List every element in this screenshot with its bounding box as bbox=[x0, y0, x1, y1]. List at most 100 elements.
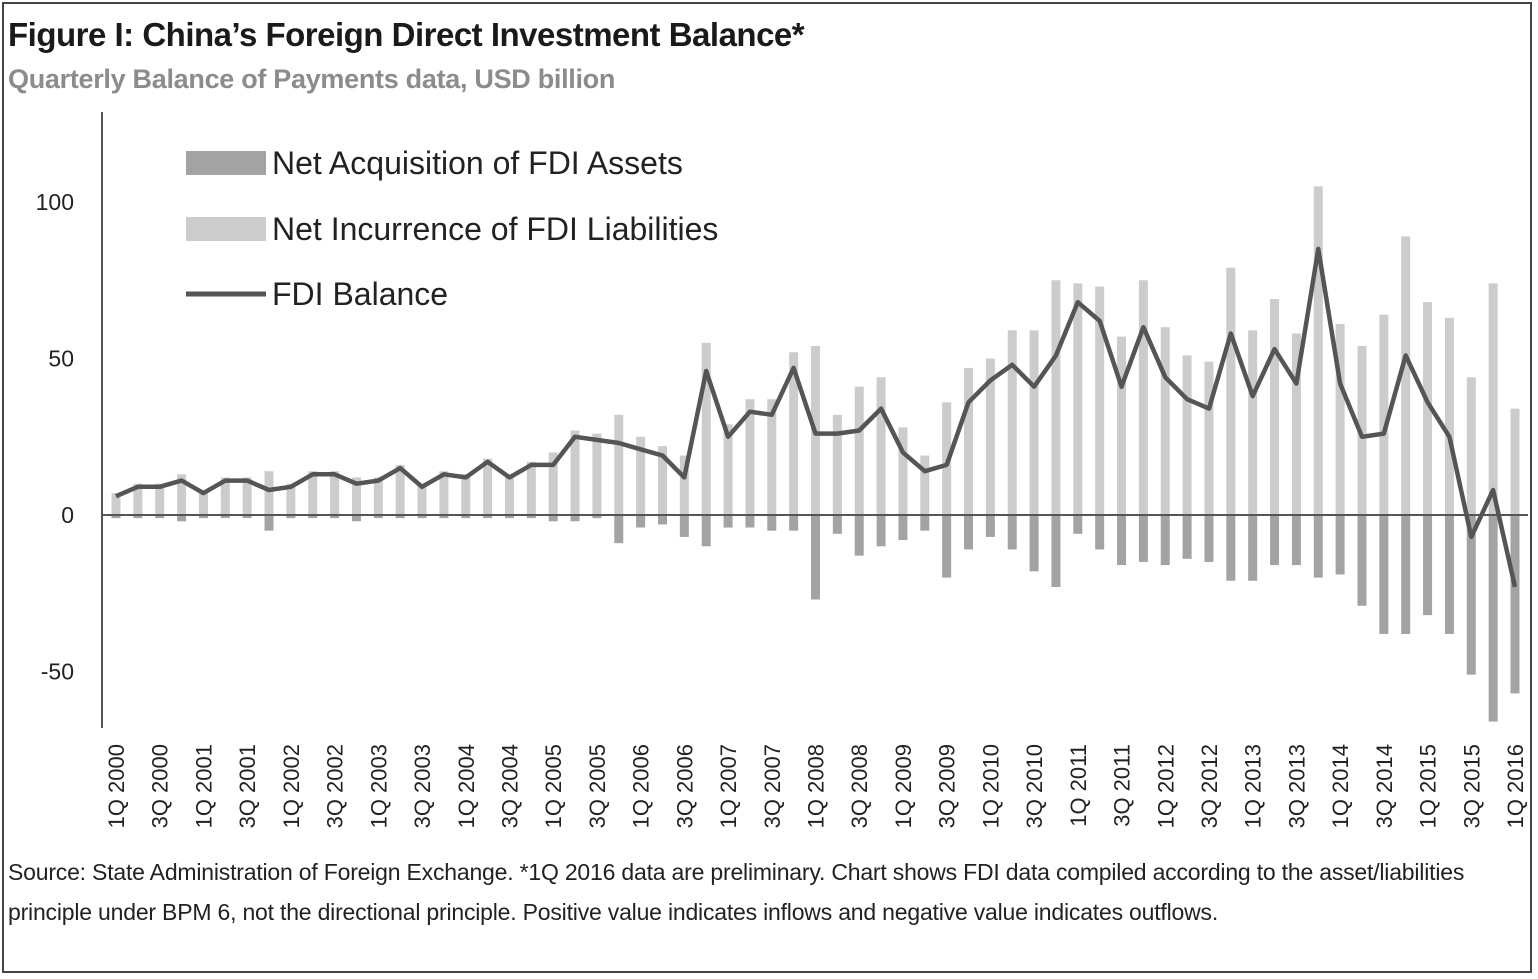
assets-bar bbox=[985, 515, 995, 537]
liabilities-bar bbox=[1029, 330, 1039, 515]
x-tick-label: 3Q 2014 bbox=[1372, 744, 1397, 828]
assets-bar bbox=[417, 515, 427, 519]
liabilities-bar bbox=[155, 483, 165, 515]
liabilities-bar bbox=[439, 471, 449, 515]
assets-bar bbox=[1488, 515, 1498, 722]
assets-bar bbox=[461, 515, 471, 519]
assets-bar bbox=[1182, 515, 1192, 559]
liabilities-bar bbox=[723, 424, 733, 515]
assets-bar bbox=[111, 515, 121, 519]
assets-bar bbox=[1226, 515, 1236, 581]
liabilities-bar bbox=[1051, 280, 1061, 515]
assets-bar bbox=[1051, 515, 1061, 587]
assets-bar bbox=[1313, 515, 1323, 578]
liabilities-bar bbox=[876, 377, 886, 515]
y-tick-label: 50 bbox=[48, 346, 74, 372]
liabilities-bar bbox=[1007, 330, 1017, 515]
assets-bar bbox=[373, 515, 383, 519]
x-tick-label: 3Q 2009 bbox=[935, 744, 960, 828]
liabilities-bar bbox=[1117, 336, 1127, 515]
x-tick-label: 1Q 2000 bbox=[104, 744, 129, 828]
assets-bar bbox=[920, 515, 930, 531]
liabilities-bar bbox=[264, 471, 274, 515]
liabilities-bar bbox=[920, 455, 930, 515]
liabilities-bar bbox=[133, 483, 143, 515]
liabilities-bar bbox=[1182, 355, 1192, 515]
liabilities-bar bbox=[242, 477, 252, 515]
assets-bar bbox=[570, 515, 580, 522]
x-tick-label: 1Q 2012 bbox=[1153, 744, 1178, 828]
assets-bar bbox=[854, 515, 864, 556]
source-note: Source: State Administration of Foreign … bbox=[8, 859, 1465, 925]
y-tick-label: 100 bbox=[36, 189, 74, 215]
x-tick-label: 3Q 2000 bbox=[148, 744, 173, 828]
liabilities-bar bbox=[636, 436, 646, 515]
x-tick-label: 1Q 2009 bbox=[891, 744, 916, 828]
assets-bar bbox=[1510, 515, 1520, 694]
liabilities-bar bbox=[220, 477, 230, 515]
liabilities-bar bbox=[1466, 377, 1476, 515]
x-tick-label: 1Q 2004 bbox=[454, 744, 479, 828]
assets-bar bbox=[548, 515, 558, 522]
assets-bar bbox=[220, 515, 230, 519]
liabilities-bar bbox=[1160, 327, 1170, 515]
liabilities-bar bbox=[526, 461, 536, 515]
liabilities-bar bbox=[461, 474, 471, 515]
assets-bar bbox=[1357, 515, 1367, 606]
x-tick-label: 1Q 2002 bbox=[279, 744, 304, 828]
x-tick-label: 3Q 2002 bbox=[323, 744, 348, 828]
liabilities-bar bbox=[898, 427, 908, 515]
x-tick-label: 1Q 2010 bbox=[978, 744, 1003, 828]
x-tick-label: 3Q 2012 bbox=[1197, 744, 1222, 828]
liabilities-bar bbox=[1423, 302, 1433, 515]
assets-bar bbox=[286, 515, 296, 519]
assets-bar bbox=[1138, 515, 1148, 562]
x-tick-label: 3Q 2010 bbox=[1022, 744, 1047, 828]
legend-swatch bbox=[186, 151, 266, 175]
liabilities-bar bbox=[1379, 314, 1389, 515]
x-tick-label: 3Q 2003 bbox=[410, 744, 435, 828]
liabilities-bar bbox=[1204, 361, 1214, 515]
assets-bar bbox=[876, 515, 886, 547]
assets-bar bbox=[526, 515, 536, 519]
x-tick-label: 1Q 2016 bbox=[1503, 744, 1528, 828]
assets-bar bbox=[1204, 515, 1214, 562]
y-tick-label: 0 bbox=[61, 502, 74, 528]
x-tick-label: 1Q 2013 bbox=[1241, 744, 1266, 828]
liabilities-bar bbox=[1357, 345, 1367, 515]
x-tick-label: 3Q 2013 bbox=[1284, 744, 1309, 828]
liabilities-bar bbox=[570, 430, 580, 515]
x-tick-label: 1Q 2007 bbox=[716, 744, 741, 828]
assets-bar bbox=[964, 515, 974, 550]
x-tick-label: 3Q 2006 bbox=[672, 744, 697, 828]
x-tick-label: 3Q 2001 bbox=[235, 744, 260, 828]
x-tick-label: 3Q 2004 bbox=[497, 744, 522, 828]
legend: Net Acquisition of FDI Assets Net Incurre… bbox=[186, 145, 718, 312]
liabilities-bar bbox=[679, 455, 689, 515]
x-tick-label: 3Q 2007 bbox=[760, 744, 785, 828]
assets-bar bbox=[1160, 515, 1170, 566]
assets-bar bbox=[592, 515, 602, 519]
liabilities-bar bbox=[330, 471, 340, 515]
assets-bar bbox=[1335, 515, 1345, 575]
liabilities-bar bbox=[1270, 299, 1280, 515]
x-tick-label: 3Q 2005 bbox=[585, 744, 610, 828]
x-tick-label: 1Q 2006 bbox=[629, 744, 654, 828]
assets-bar bbox=[657, 515, 667, 525]
liabilities-bar bbox=[1138, 280, 1148, 515]
y-tick-label: -50 bbox=[41, 659, 74, 685]
assets-bar bbox=[1007, 515, 1017, 550]
assets-bar bbox=[264, 515, 274, 531]
y-axis-ticks: 100 50 0 -50 bbox=[36, 189, 74, 685]
assets-bar bbox=[679, 515, 689, 537]
assets-bar bbox=[723, 515, 733, 528]
liabilities-bar bbox=[985, 358, 995, 515]
assets-bar bbox=[1117, 515, 1127, 566]
assets-bar bbox=[177, 515, 187, 522]
assets-bar bbox=[745, 515, 755, 528]
liabilities-bar bbox=[177, 474, 187, 515]
liabilities-bar bbox=[964, 367, 974, 515]
liabilities-bar bbox=[373, 477, 383, 515]
legend-label: Net Incurrence of FDI Liabilities bbox=[272, 211, 718, 247]
